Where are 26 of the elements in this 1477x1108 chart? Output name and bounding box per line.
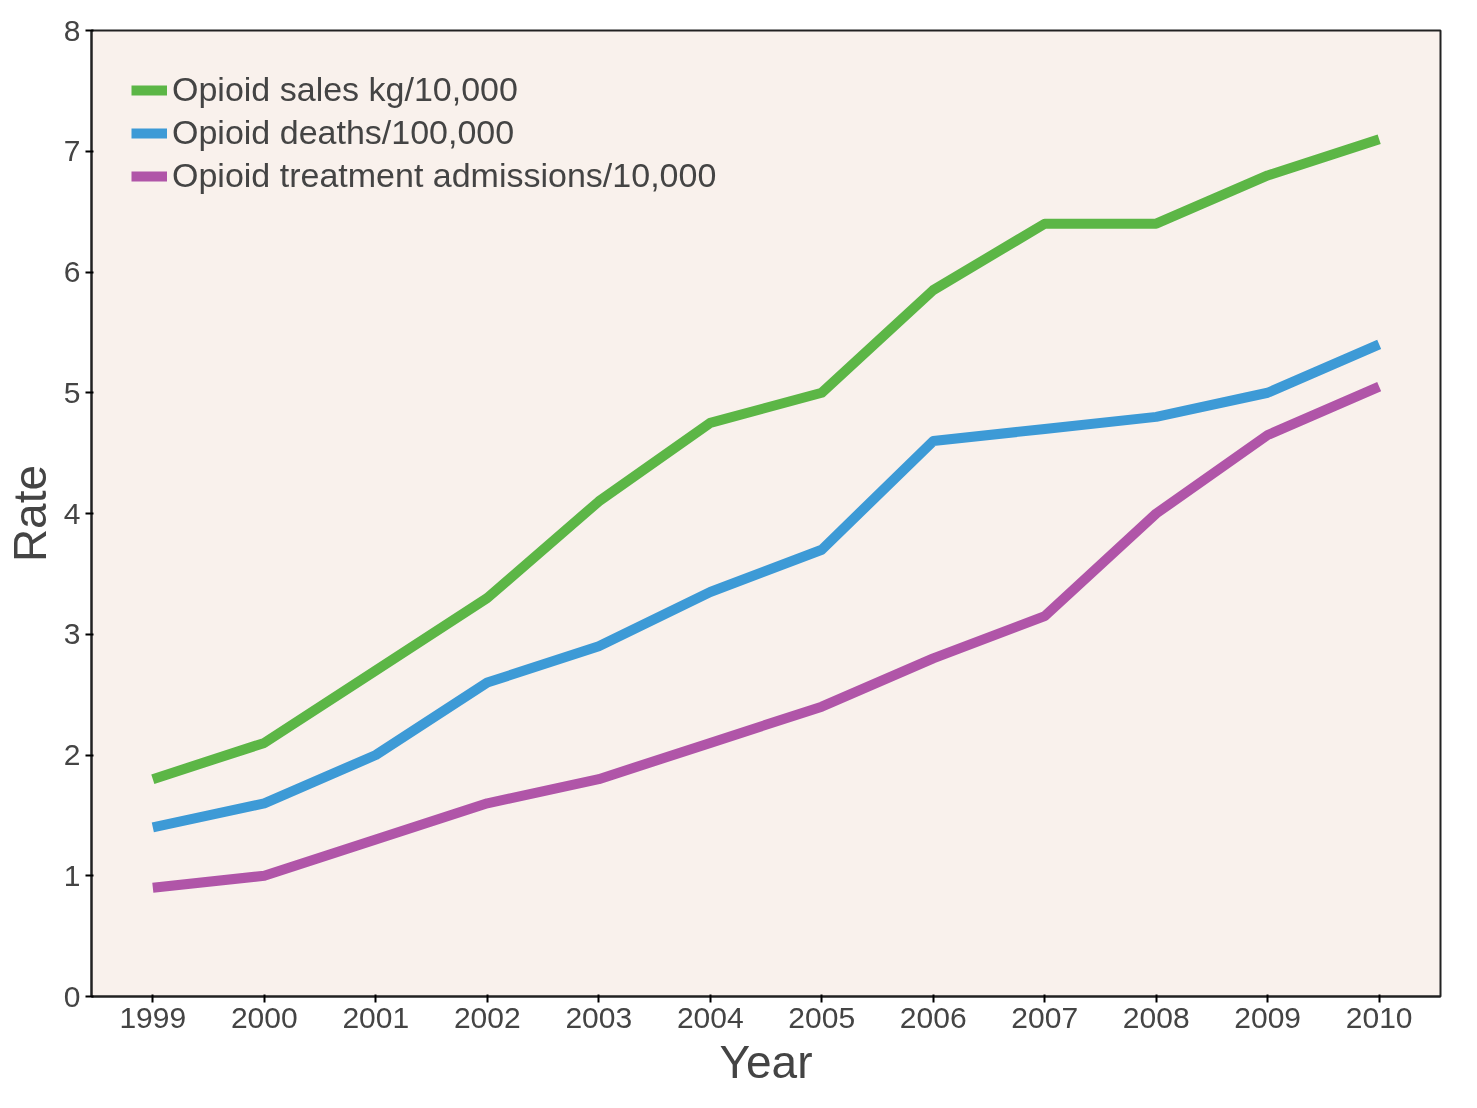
legend-label: Opioid deaths/100,000 (172, 113, 515, 152)
y-tick-label: 1 (63, 858, 81, 892)
x-tick-label: 2004 (676, 1000, 744, 1034)
y-tick-label: 6 (63, 255, 81, 288)
x-tick-label: 2002 (453, 1000, 521, 1034)
y-tick-label: 4 (63, 496, 81, 530)
y-axis-title: Rate (3, 464, 56, 563)
y-tick-label: 2 (63, 738, 81, 771)
x-tick-label: 2000 (230, 1000, 298, 1034)
legend-label: Opioid treatment admissions/10,000 (172, 156, 717, 195)
x-tick-label: 2010 (1345, 1000, 1413, 1034)
x-tick-label: 2007 (1011, 1000, 1079, 1034)
x-tick-label: 2001 (342, 1000, 410, 1034)
x-axis-title: Year (719, 1035, 813, 1088)
legend-label: Opioid sales kg/10,000 (172, 70, 518, 109)
x-tick-label: 1999 (119, 1000, 187, 1034)
x-tick-label: 2005 (788, 1000, 856, 1034)
y-tick-label: 3 (63, 617, 81, 651)
x-tick-label: 2008 (1122, 1000, 1190, 1034)
x-tick-label: 2009 (1234, 1000, 1302, 1034)
y-tick-label: 5 (63, 375, 81, 409)
y-tick-label: 8 (63, 13, 81, 47)
y-tick-label: 7 (63, 134, 81, 168)
x-tick-label: 2003 (565, 1000, 633, 1034)
y-tick-label: 0 (63, 979, 81, 1013)
x-tick-label: 2006 (899, 1000, 967, 1034)
